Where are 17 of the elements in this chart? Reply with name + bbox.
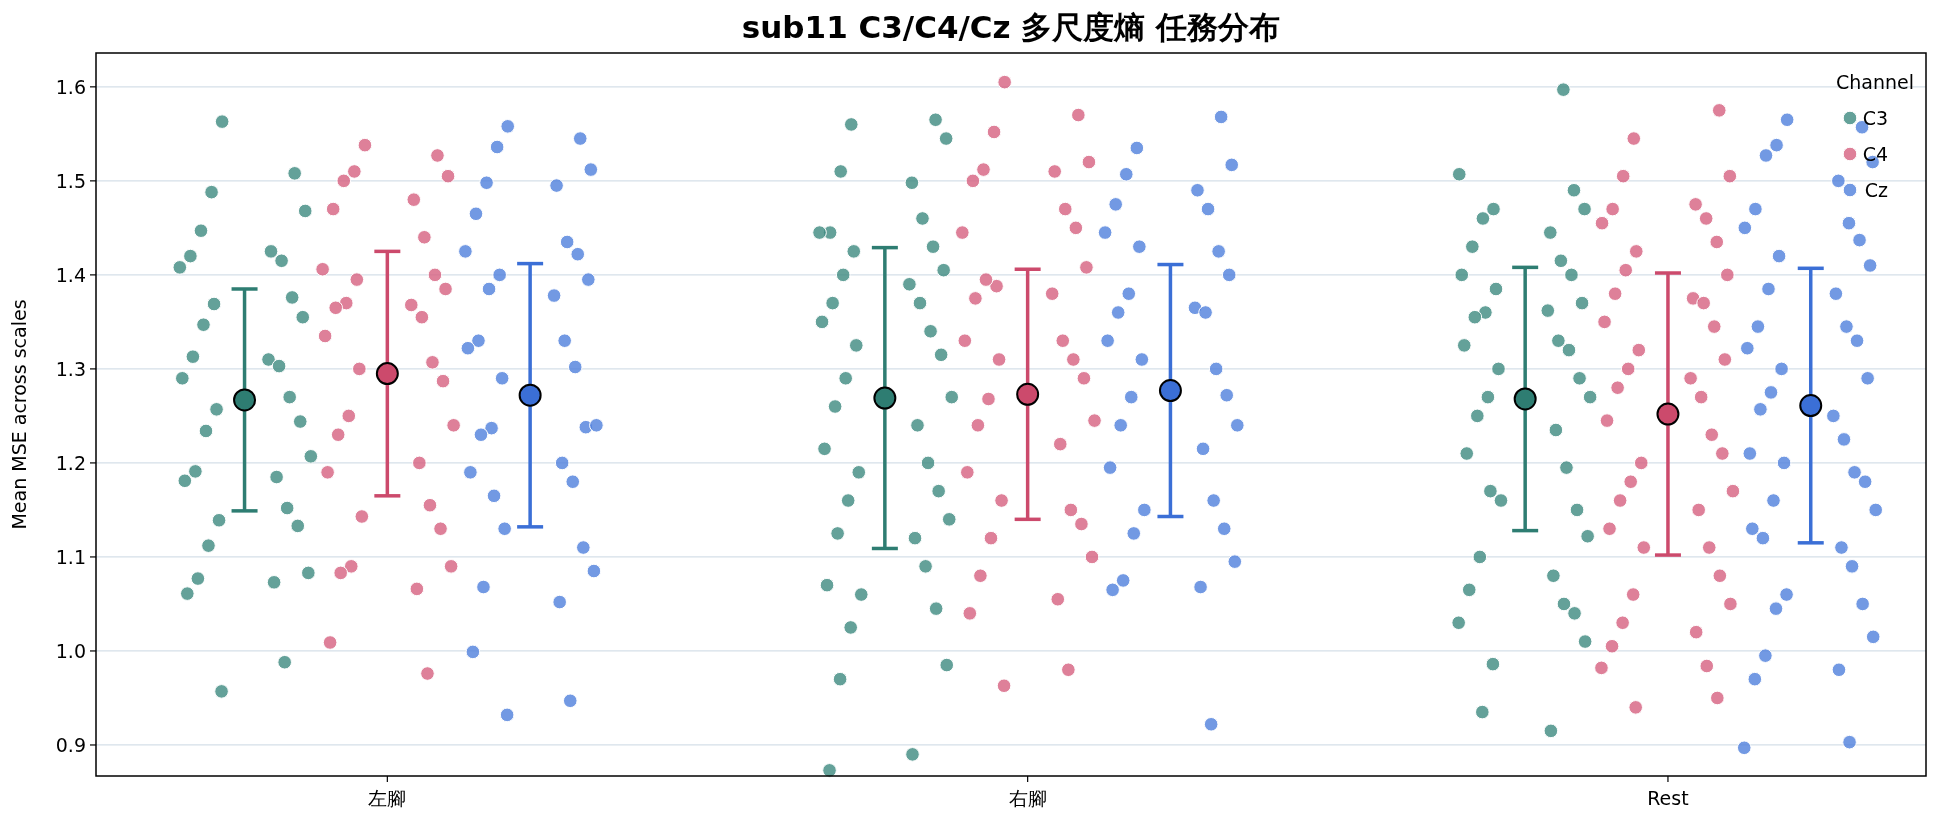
y-tick-label: 1.6	[55, 75, 86, 98]
x-tick-label: 左腳	[368, 787, 407, 809]
legend-title: Channel	[1835, 71, 1914, 93]
y-tick-label: 0.9	[55, 733, 86, 756]
y-tick-label: 1.0	[55, 639, 86, 662]
legend-label: C3	[1862, 107, 1888, 129]
legend-label: Cz	[1864, 179, 1889, 201]
x-tick-label: Rest	[1647, 787, 1689, 809]
y-axis-title: Mean MSE across scales	[8, 299, 30, 530]
x-tick-label: 右腳	[1008, 787, 1047, 809]
legend-label: C4	[1862, 143, 1888, 165]
y-tick-label: 1.1	[55, 545, 86, 568]
y-tick-label: 1.5	[55, 169, 86, 192]
y-tick-label: 1.2	[55, 451, 86, 474]
y-tick-label: 1.3	[55, 357, 86, 380]
chart-title: sub11 C3/C4/Cz 多尺度熵 任務分布	[741, 9, 1281, 45]
y-tick-label: 1.4	[55, 263, 86, 286]
